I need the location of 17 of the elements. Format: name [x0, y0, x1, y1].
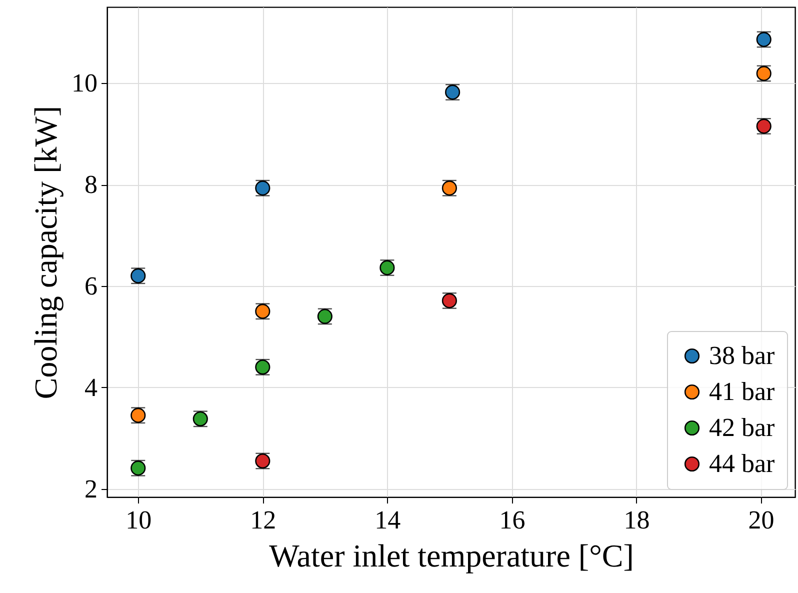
legend-label: 38 bar	[709, 341, 776, 370]
x-tick-label: 18	[624, 506, 650, 534]
y-tick-label: 4	[84, 372, 98, 402]
x-tick-label: 20	[748, 506, 774, 534]
legend-label: 44 bar	[709, 449, 776, 478]
y-tick-label: 2	[84, 474, 98, 504]
x-tick-label: 10	[126, 506, 152, 534]
legend-label: 41 bar	[709, 377, 776, 406]
y-tick-label: 10	[72, 68, 98, 98]
y-axis-title: Cooling capacity [kW]	[28, 106, 64, 400]
x-axis-title: Water inlet temperature [°C]	[269, 538, 634, 574]
legend-label: 42 bar	[709, 413, 776, 442]
x-tick-label: 16	[499, 506, 526, 534]
y-tick-label: 8	[84, 170, 98, 200]
x-tick-label: 12	[250, 506, 276, 534]
y-tick-label: 6	[84, 271, 98, 300]
x-tick-label: 14	[374, 506, 401, 534]
